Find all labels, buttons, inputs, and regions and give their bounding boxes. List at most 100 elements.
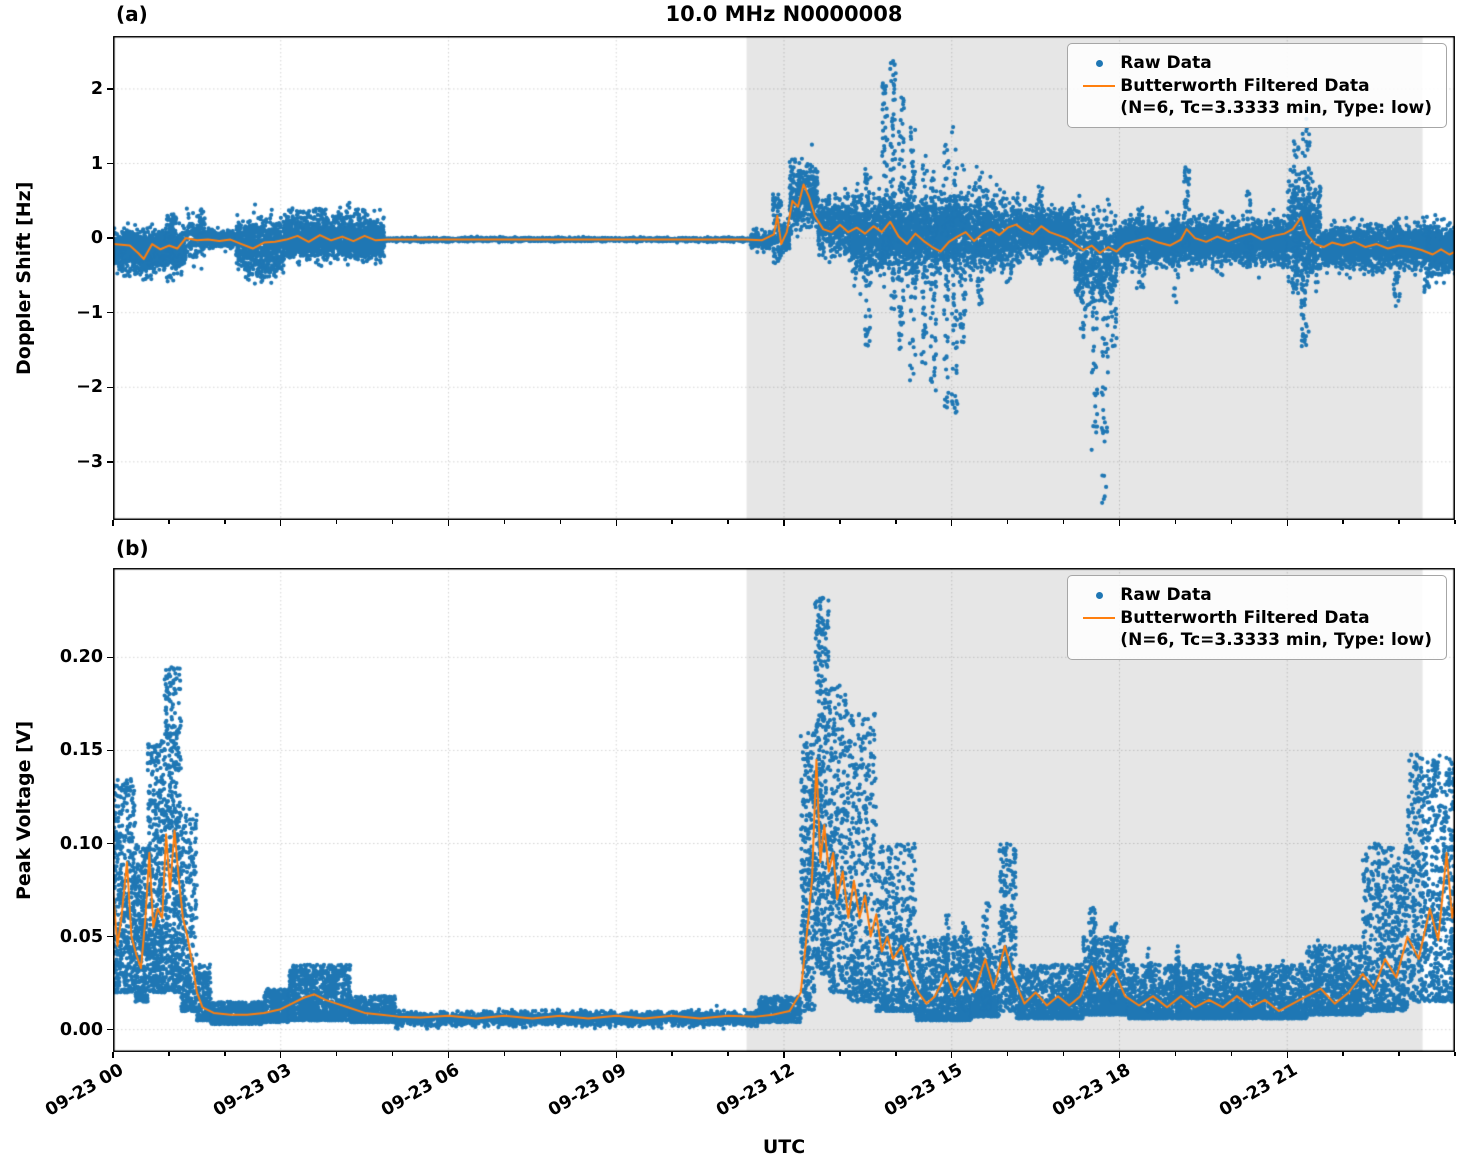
x-minor-tick-mark [1342,1052,1344,1056]
y-tick-label: 0.10 [59,833,103,854]
x-minor-tick-mark [1174,1052,1177,1056]
x-minor-tick-mark [335,520,338,524]
x-minor-tick-mark [671,520,673,524]
x-minor-tick-mark [1230,520,1233,524]
filtered-label-block: Butterworth Filtered Data (N=6, Tc=3.333… [1120,607,1432,651]
y-tick-mark [107,237,113,239]
panel-b-label: (b) [116,536,149,560]
x-tick-label: 09-23 12 [713,1060,798,1121]
x-tick-mark [447,1052,450,1058]
x-minor-tick-mark [1174,520,1177,524]
x-minor-tick-mark [1006,1052,1009,1056]
doppler-legend: Raw Data Butterworth Filtered Data (N=6,… [1067,43,1447,129]
x-minor-tick-mark [168,1052,170,1056]
x-minor-tick-mark [391,520,394,524]
x-minor-tick-mark [1342,520,1344,524]
y-tick-label: −1 [76,302,103,323]
legend-row-filtered: Butterworth Filtered Data (N=6, Tc=3.333… [1078,75,1432,119]
y-tick-mark [107,842,113,845]
y-tick-label: 0.20 [59,647,103,668]
voltage-legend: Raw Data Butterworth Filtered Data (N=6,… [1067,575,1447,661]
x-minor-tick-mark [1006,520,1009,524]
x-tick-mark [1118,520,1121,526]
x-minor-tick-mark [1062,520,1065,524]
x-tick-mark [1118,1052,1121,1058]
legend-row-raw: Raw Data [1078,52,1432,74]
x-minor-tick-mark [1454,1052,1456,1056]
x-minor-tick-mark [1454,520,1456,524]
x-tick-mark [783,520,785,526]
y-tick-mark [107,386,113,388]
raw-marker-icon [1078,584,1120,606]
x-minor-tick-mark [727,1052,729,1056]
x-minor-tick-mark [1398,520,1400,524]
doppler-axis-label: Doppler Shift [Hz] [13,181,35,375]
x-minor-tick-mark [839,1052,841,1056]
filtered-params-label: (N=6, Tc=3.3333 min, Type: low) [1120,98,1432,119]
x-minor-tick-mark [727,520,729,524]
filtered-label-block: Butterworth Filtered Data (N=6, Tc=3.333… [1120,75,1432,119]
y-tick-mark [107,311,113,314]
x-tick-mark [112,1052,114,1058]
y-tick-mark [107,656,113,659]
doppler-plot: Raw Data Butterworth Filtered Data (N=6,… [113,36,1455,520]
x-tick-label: 09-23 21 [1216,1060,1302,1121]
filtered-line-icon [1078,607,1120,629]
filtered-params-label: (N=6, Tc=3.3333 min, Type: low) [1120,630,1432,651]
x-tick-mark [951,1052,953,1058]
y-tick-mark [107,935,113,938]
x-minor-tick-mark [895,520,897,524]
y-tick-mark [107,162,113,165]
x-tick-mark [951,520,953,526]
filtered-line-icon [1078,75,1120,97]
voltage-axis-label: Peak Voltage [V] [13,720,35,900]
x-tick-mark [615,520,617,526]
x-tick-label: 09-23 00 [42,1060,127,1121]
x-tick-mark [280,520,282,526]
y-tick-label: 0 [90,228,103,249]
x-minor-tick-mark [671,1052,673,1056]
filtered-data-label: Butterworth Filtered Data [1120,608,1370,629]
x-minor-tick-mark [168,520,170,524]
y-tick-label: 2 [90,78,103,99]
x-minor-tick-mark [503,520,506,524]
y-tick-mark [107,88,113,90]
x-minor-tick-mark [1398,1052,1400,1056]
x-tick-label: 09-23 06 [377,1060,463,1121]
x-minor-tick-mark [503,1052,506,1056]
y-tick-mark [107,461,113,463]
y-tick-label: 0.15 [59,740,103,761]
x-minor-tick-mark [559,520,562,524]
x-tick-label: 09-23 09 [545,1060,631,1121]
legend-row-raw: Raw Data [1078,584,1432,606]
x-minor-tick-mark [335,1052,338,1056]
x-tick-mark [112,520,114,526]
x-tick-mark [447,520,450,526]
panel-a-label: (a) [116,2,148,26]
raw-marker-icon [1078,52,1120,74]
x-minor-tick-mark [559,1052,562,1056]
y-tick-label: −2 [76,377,103,398]
y-tick-label: 1 [90,153,103,174]
x-minor-tick-mark [391,1052,394,1056]
y-tick-label: −3 [76,451,103,472]
voltage-plot: Raw Data Butterworth Filtered Data (N=6,… [113,568,1455,1052]
x-minor-tick-mark [224,520,226,524]
y-tick-label: 0.05 [59,926,103,947]
x-tick-mark [280,1052,282,1058]
x-tick-mark [1286,1052,1288,1058]
x-minor-tick-mark [1230,1052,1233,1056]
chart-title: 10.0 MHz N0000008 [665,2,903,26]
raw-data-label: Raw Data [1120,585,1212,605]
x-tick-label: 09-23 03 [209,1060,295,1121]
filtered-data-label: Butterworth Filtered Data [1120,76,1370,97]
x-minor-tick-mark [895,1052,897,1056]
x-minor-tick-mark [1062,1052,1065,1056]
x-minor-tick-mark [839,520,841,524]
x-tick-mark [615,1052,617,1058]
x-tick-mark [783,1052,785,1058]
x-minor-tick-mark [224,1052,226,1056]
raw-data-label: Raw Data [1120,53,1212,73]
x-tick-mark [1286,520,1288,526]
utc-axis-label: UTC [762,1136,806,1158]
